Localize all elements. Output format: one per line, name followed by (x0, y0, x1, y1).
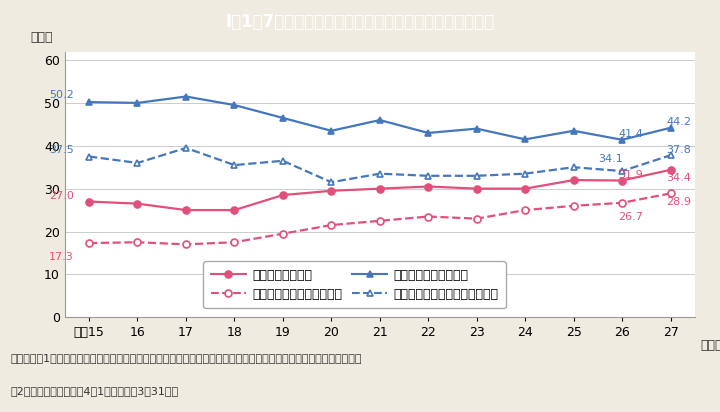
Text: （％）: （％） (30, 30, 53, 44)
Text: 26.7: 26.7 (618, 212, 643, 222)
Text: 44.2: 44.2 (667, 117, 691, 127)
Text: 2．採用期間は，各年4月1日から翔年3月31日。: 2．採用期間は，各年4月1日から翔年3月31日。 (11, 386, 179, 396)
Text: 28.9: 28.9 (667, 197, 691, 207)
Text: 27.0: 27.0 (49, 191, 73, 201)
Text: 34.4: 34.4 (667, 173, 691, 183)
Text: I－1－7図　地方公務員採用者に占める女性の割合の推移: I－1－7図 地方公務員採用者に占める女性の割合の推移 (225, 13, 495, 30)
Legend: 都道府県（全体）, 都道府県（大学卒業程度）, 政令指定都市（全体）, 政令指定都市（大学卒業程度）: 都道府県（全体）, 都道府県（大学卒業程度）, 政令指定都市（全体）, 政令指定… (203, 261, 506, 308)
Text: 41.4: 41.4 (618, 129, 643, 139)
Text: 34.1: 34.1 (598, 154, 624, 164)
Text: 17.3: 17.3 (49, 252, 73, 262)
Text: （年度）: （年度） (701, 339, 720, 352)
Text: 37.8: 37.8 (667, 145, 691, 154)
Text: 37.5: 37.5 (49, 145, 73, 154)
Text: （備考）　1．内閣府「地方公共団体における男女共同参画社会の形成又は女性に関する施策の推進状況」より作成。: （備考） 1．内閣府「地方公共団体における男女共同参画社会の形成又は女性に関する… (11, 353, 362, 363)
Text: 50.2: 50.2 (49, 90, 73, 100)
Text: 31.9: 31.9 (618, 170, 643, 180)
